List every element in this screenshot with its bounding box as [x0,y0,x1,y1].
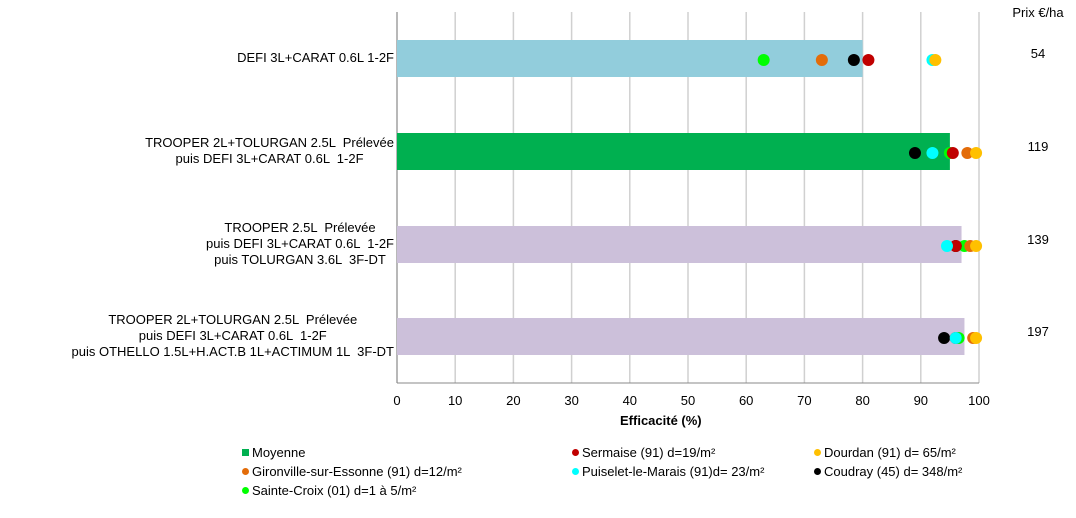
legend-item: Puiselet-le-Marais (91)d= 23/m² [572,464,764,479]
data-point [908,147,921,159]
data-point [938,332,951,344]
data-point [970,147,983,159]
category-label: TROOPER 2L+TOLURGAN 2.5L Prélevée puis D… [71,312,394,359]
data-point [929,54,942,66]
x-tick-label: 90 [914,393,928,408]
legend-label: Puiselet-le-Marais (91)d= 23/m² [582,464,765,479]
x-tick-label: 60 [739,393,753,408]
x-axis-title: Efficacité (%) [620,413,702,428]
x-tick-label: 80 [855,393,869,408]
x-tick-label: 100 [968,393,990,408]
x-tick-label: 30 [564,393,578,408]
data-point [949,240,962,252]
legend-label: Gironville-sur-Essonne (91) d=12/m² [252,464,462,479]
x-tick-label: 10 [448,393,462,408]
legend-label: Sermaise (91) d=19/m² [582,445,716,460]
price-label: 139 [1027,232,1049,247]
data-point [940,240,953,252]
x-tick-label: 70 [797,393,811,408]
legend-marker [572,449,579,456]
bar-mean [397,133,950,170]
data-point [926,147,939,159]
legend-marker [242,468,249,475]
legend-item: Dourdan (91) d= 65/m² [814,445,956,460]
bar-mean [397,318,965,355]
price-header: Prix €/ha [1012,5,1064,20]
price-label: 54 [1030,46,1046,61]
data-point [970,240,983,252]
legend-item: Gironville-sur-Essonne (91) d=12/m² [242,464,462,479]
bar-mean [397,226,962,263]
x-tick-label: 0 [393,393,400,408]
price-label: 197 [1027,324,1049,339]
category-label: TROOPER 2.5L Prélevée puis DEFI 3L+CARAT… [206,220,394,267]
category-label: TROOPER 2L+TOLURGAN 2.5L Prélevée puis D… [145,135,394,166]
category-label: DEFI 3L+CARAT 0.6L 1-2F [237,50,394,65]
legend-item: Sermaise (91) d=19/m² [572,445,715,460]
legend-marker [242,449,249,456]
data-point [961,147,974,159]
legend-marker [814,449,821,456]
legend-marker [242,487,249,494]
data-point [949,332,962,344]
legend-marker [572,468,579,475]
bar-mean [397,40,863,77]
data-point [970,332,983,344]
legend-item: Coudray (45) d= 348/m² [814,464,962,479]
legend-label: Dourdan (91) d= 65/m² [824,445,956,460]
data-point [757,54,770,66]
data-point [946,147,959,159]
legend-marker [814,468,821,475]
legend-label: Coudray (45) d= 348/m² [824,464,963,479]
x-tick-label: 50 [681,393,695,408]
legend-item: Sainte-Croix (01) d=1 à 5/m² [242,483,416,498]
legend-item: Moyenne [242,445,305,460]
data-point [862,54,875,66]
legend-label: Sainte-Croix (01) d=1 à 5/m² [252,483,417,498]
data-point [815,54,828,66]
x-tick-label: 20 [506,393,520,408]
price-label: 119 [1027,139,1049,154]
data-point [847,54,860,66]
legend-label: Moyenne [252,445,306,460]
x-tick-label: 40 [623,393,637,408]
